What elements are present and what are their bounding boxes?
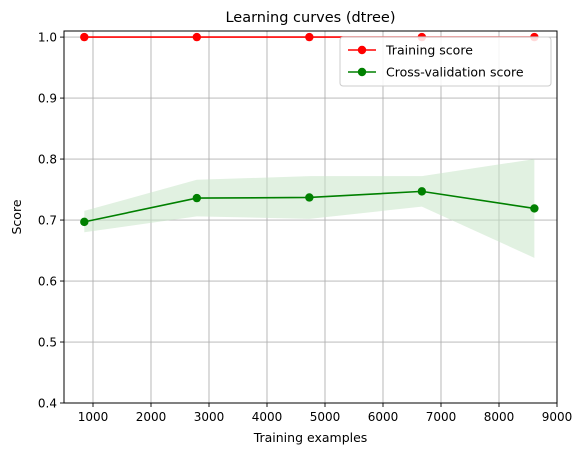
- y-tick-label: 0.8: [38, 153, 57, 167]
- legend-cross-validation-score-label: Cross-validation score: [386, 65, 524, 80]
- x-tick-label: 9000: [542, 410, 573, 424]
- cross-validation-score-point: [80, 217, 89, 227]
- legend-cross-validation-score-marker: [357, 67, 367, 77]
- cross-validation-score-point: [530, 204, 539, 213]
- y-axis-label: Score: [9, 199, 24, 234]
- y-tick-label: 0.7: [38, 214, 57, 228]
- training-score-point: [80, 32, 89, 42]
- cross-validation-score-point: [305, 193, 314, 202]
- x-axis-label: Training examples: [253, 430, 368, 445]
- cross-validation-score-point: [192, 193, 202, 203]
- y-axis-ticks: 0.4 0.5 0.6 0.7 0.8 0.9 1.0: [38, 31, 64, 411]
- x-tick-label: 3000: [194, 410, 225, 424]
- x-tick-label: 1000: [78, 410, 109, 424]
- y-tick-label: 0.5: [38, 336, 57, 350]
- y-tick-label: 0.9: [38, 92, 57, 106]
- cross-validation-score-point: [417, 187, 427, 196]
- x-tick-label: 4000: [252, 410, 283, 424]
- cv-score-band: [84, 159, 535, 258]
- y-tick-label: 1.0: [38, 31, 57, 45]
- plot-frame: [63, 30, 558, 404]
- legend-training-score-label: Training score: [385, 43, 473, 58]
- y-tick-label: 0.4: [38, 397, 57, 411]
- legend: Training score Cross-validation score: [339, 36, 552, 87]
- legend-box: [339, 36, 552, 87]
- x-tick-label: 6000: [368, 410, 399, 424]
- x-axis-ticks: 1000 2000 3000 4000 5000 6000 7000 8000 9000: [78, 403, 573, 424]
- y-tick-label: 0.6: [38, 275, 57, 289]
- score-bands: [84, 159, 535, 258]
- training-score-point: [305, 32, 314, 42]
- x-tick-label: 8000: [484, 410, 515, 424]
- chart-title: Learning curves (dtree): [225, 10, 395, 26]
- x-tick-label: 5000: [310, 410, 341, 424]
- legend-training-score-marker: [357, 45, 367, 55]
- training-score-point: [192, 32, 202, 42]
- x-tick-label: 7000: [426, 410, 457, 424]
- x-tick-label: 2000: [136, 410, 167, 424]
